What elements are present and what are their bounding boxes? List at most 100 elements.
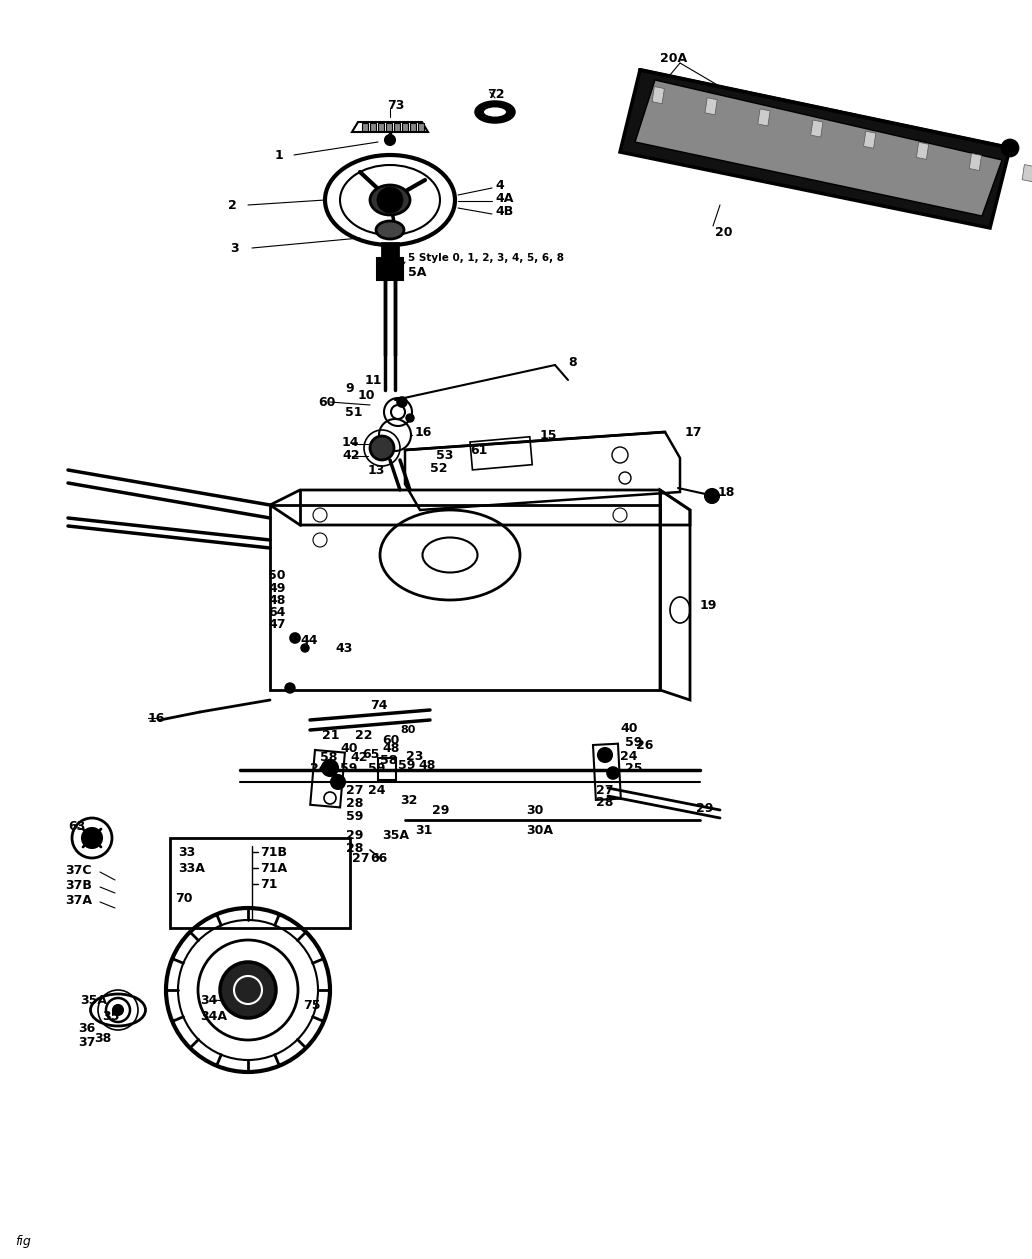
Bar	[377, 258, 404, 279]
Text: 37C: 37C	[65, 864, 92, 876]
Bar	[311, 750, 345, 807]
Text: 20A: 20A	[660, 52, 687, 64]
Bar	[382, 243, 398, 257]
Bar	[378, 123, 384, 131]
Text: 15: 15	[540, 428, 557, 442]
Text: 66: 66	[370, 851, 387, 865]
Text: 58: 58	[320, 750, 337, 763]
Bar	[386, 123, 392, 131]
Text: 4: 4	[495, 179, 504, 191]
Circle shape	[82, 828, 102, 849]
Circle shape	[290, 633, 300, 643]
Text: 61: 61	[470, 443, 487, 457]
Text: 72: 72	[487, 87, 505, 101]
Text: 65: 65	[362, 748, 380, 760]
Text: 48: 48	[268, 593, 286, 607]
Circle shape	[705, 488, 719, 504]
Polygon shape	[635, 81, 1002, 217]
Text: 42: 42	[350, 750, 367, 763]
Text: 37B: 37B	[65, 879, 92, 891]
Circle shape	[370, 436, 394, 460]
Text: 3: 3	[230, 242, 238, 254]
Text: 29: 29	[696, 802, 713, 815]
Text: 59: 59	[340, 762, 357, 774]
Text: 4A: 4A	[495, 191, 513, 204]
Polygon shape	[811, 120, 823, 137]
Polygon shape	[969, 154, 981, 170]
Text: 10: 10	[358, 389, 376, 402]
Text: 73: 73	[387, 98, 405, 112]
Text: 24: 24	[310, 762, 327, 774]
Text: 34: 34	[200, 993, 218, 1006]
Bar	[410, 123, 416, 131]
Text: 64: 64	[268, 606, 286, 618]
Text: 24: 24	[368, 783, 386, 797]
Text: 30: 30	[526, 803, 544, 817]
Bar	[362, 123, 368, 131]
Text: 30A: 30A	[526, 823, 553, 836]
Text: 71A: 71A	[260, 861, 287, 875]
Text: 23: 23	[406, 749, 423, 763]
Text: 50: 50	[268, 569, 286, 582]
Circle shape	[607, 767, 619, 779]
Circle shape	[220, 962, 276, 1019]
Text: 27: 27	[346, 783, 363, 797]
Polygon shape	[705, 98, 717, 115]
Text: 38: 38	[94, 1031, 111, 1045]
Text: 22: 22	[355, 729, 373, 742]
Text: 28: 28	[596, 796, 613, 808]
Text: 59: 59	[346, 810, 363, 822]
Bar	[418, 123, 424, 131]
Circle shape	[322, 760, 338, 776]
Text: 71: 71	[260, 878, 278, 890]
Bar	[470, 437, 533, 470]
Bar	[394, 123, 400, 131]
Text: 24: 24	[620, 749, 638, 763]
Circle shape	[112, 1005, 123, 1015]
Text: 37A: 37A	[65, 894, 92, 906]
Text: 75: 75	[303, 998, 321, 1011]
Text: 42: 42	[342, 448, 359, 462]
Ellipse shape	[476, 102, 514, 122]
Circle shape	[285, 682, 295, 692]
Circle shape	[385, 135, 395, 145]
Text: fig: fig	[15, 1235, 31, 1249]
Text: 33: 33	[178, 846, 195, 859]
Text: 16: 16	[148, 711, 165, 724]
Polygon shape	[1022, 165, 1032, 181]
Text: 48: 48	[382, 742, 399, 754]
Text: 25: 25	[625, 762, 643, 774]
Text: 71B: 71B	[260, 846, 287, 859]
Polygon shape	[620, 71, 1010, 228]
Text: 28: 28	[346, 841, 363, 855]
Text: 20: 20	[715, 225, 733, 238]
Bar	[170, 838, 350, 928]
Text: 35A: 35A	[80, 993, 107, 1006]
Text: 53: 53	[436, 448, 453, 462]
Text: 31: 31	[415, 823, 432, 836]
Text: 5 Style 0, 1, 2, 3, 4, 5, 6, 8: 5 Style 0, 1, 2, 3, 4, 5, 6, 8	[408, 253, 565, 263]
Circle shape	[301, 645, 309, 652]
Text: 35: 35	[102, 1010, 120, 1022]
Text: 74: 74	[370, 699, 387, 711]
Text: 16: 16	[415, 426, 432, 438]
Text: 59: 59	[625, 735, 642, 749]
Text: 8: 8	[568, 355, 577, 369]
Text: 36: 36	[78, 1021, 95, 1035]
Ellipse shape	[483, 106, 508, 118]
Text: 26: 26	[636, 739, 653, 752]
Text: 49: 49	[268, 582, 286, 594]
Text: 40: 40	[340, 742, 357, 754]
Text: 14: 14	[342, 436, 359, 448]
Text: 80: 80	[400, 725, 415, 735]
Text: 40: 40	[620, 721, 638, 734]
Text: 63: 63	[68, 820, 86, 832]
Circle shape	[331, 776, 345, 789]
Text: 59: 59	[398, 758, 415, 772]
Text: 29: 29	[346, 828, 363, 841]
Text: 4B: 4B	[495, 204, 513, 218]
Polygon shape	[652, 87, 665, 103]
Polygon shape	[916, 142, 929, 160]
Text: 19: 19	[700, 598, 717, 612]
Text: 9: 9	[345, 381, 354, 394]
